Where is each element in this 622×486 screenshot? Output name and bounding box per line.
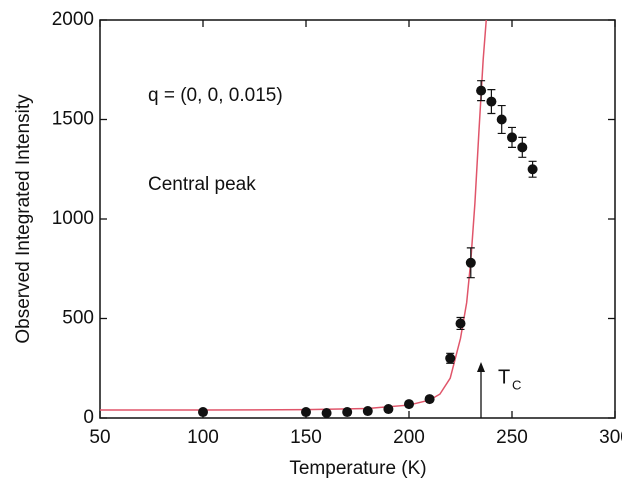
- data-point: [496, 114, 507, 125]
- y-tick-label: 0: [83, 407, 94, 428]
- tc-subscript: C: [512, 377, 521, 392]
- x-tick-label: 100: [187, 427, 219, 448]
- tc-arrow-head: [477, 362, 485, 372]
- data-point: [301, 407, 311, 418]
- data-point: [527, 164, 538, 175]
- data-point: [445, 353, 456, 364]
- data-point: [362, 406, 373, 417]
- data-point: [342, 407, 353, 418]
- data-point: [404, 399, 414, 410]
- data-point: [198, 407, 208, 418]
- y-tick-label: 1500: [52, 109, 94, 130]
- fit-curve: [100, 20, 487, 411]
- data-point: [517, 142, 528, 153]
- data-point: [321, 408, 332, 419]
- y-tick-label: 1000: [52, 208, 94, 229]
- data-point: [455, 318, 466, 329]
- annotation: q = (0, 0, 0.015): [148, 85, 283, 106]
- x-tick-label: 200: [393, 427, 425, 448]
- x-tick-label: 300: [599, 427, 622, 448]
- plot-frame: [99, 19, 616, 419]
- x-tick-label: 150: [290, 427, 322, 448]
- data-point: [424, 394, 435, 405]
- data-point: [476, 85, 487, 96]
- data-point: [465, 257, 476, 268]
- data-point: [486, 96, 497, 107]
- y-tick-label: 2000: [52, 9, 94, 30]
- tc-label: T: [498, 366, 510, 388]
- x-tick-label: 250: [496, 427, 528, 448]
- data-point: [383, 404, 394, 415]
- x-tick-label: 50: [89, 427, 110, 448]
- y-tick-label: 500: [62, 308, 94, 329]
- annotation: Central peak: [148, 174, 256, 195]
- x-axis-title: Temperature (K): [289, 458, 426, 479]
- data-point: [507, 132, 517, 143]
- y-axis-title: Observed Integrated Intensity: [13, 94, 34, 344]
